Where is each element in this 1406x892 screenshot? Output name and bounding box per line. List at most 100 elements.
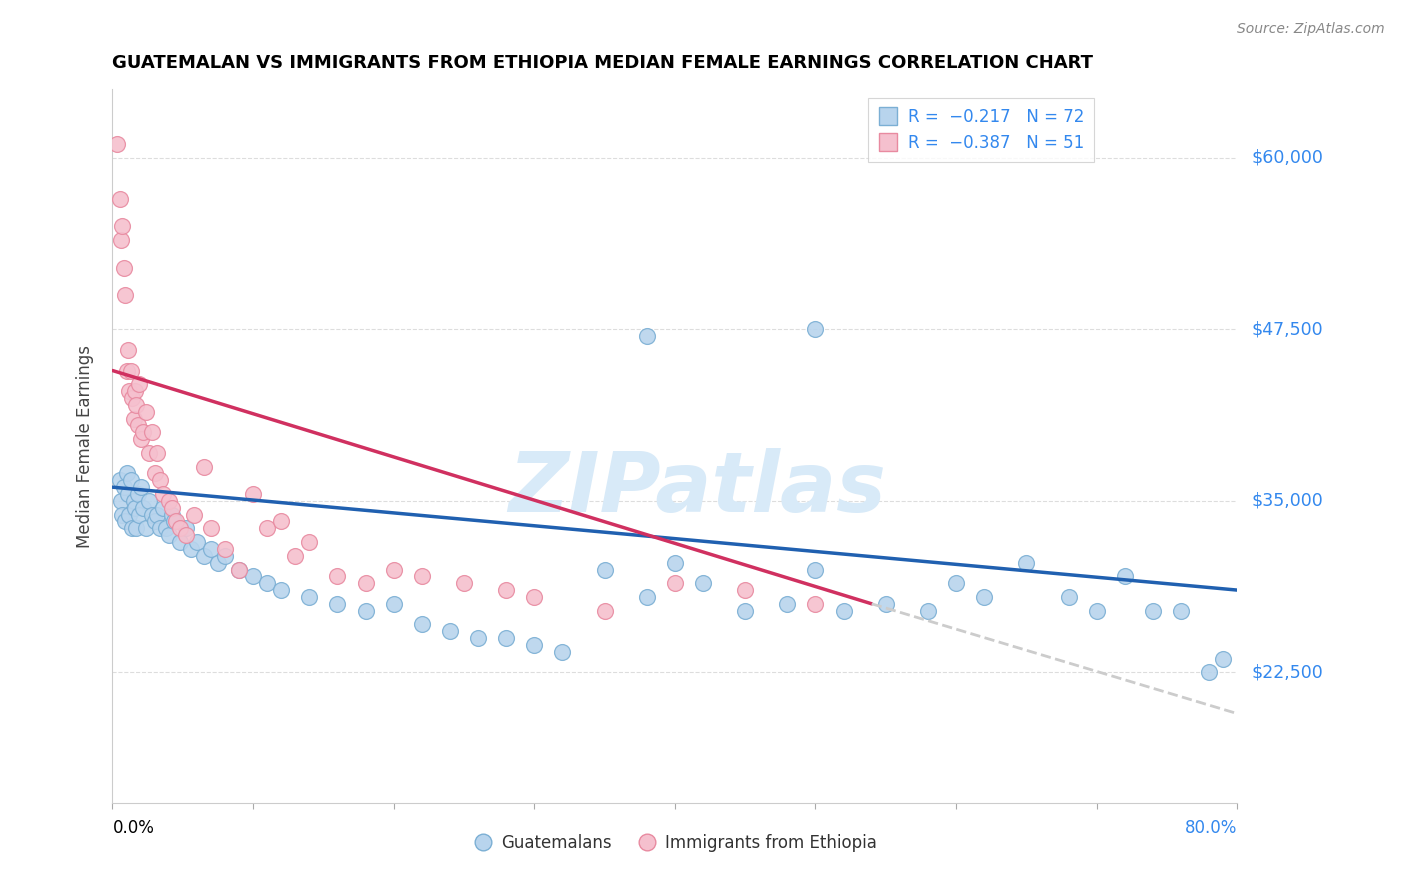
Point xyxy=(135,521,157,535)
Point xyxy=(160,500,183,515)
Point xyxy=(945,576,967,591)
Point xyxy=(118,384,141,398)
Point xyxy=(110,494,132,508)
Point xyxy=(155,521,177,535)
Point xyxy=(124,384,146,398)
Point xyxy=(439,624,461,639)
Point xyxy=(875,597,897,611)
Point xyxy=(200,541,222,556)
Point xyxy=(193,549,215,563)
Point xyxy=(146,446,169,460)
Point xyxy=(141,508,163,522)
Text: 0.0%: 0.0% xyxy=(112,820,155,838)
Point xyxy=(152,500,174,515)
Text: $35,000: $35,000 xyxy=(1251,491,1323,510)
Point xyxy=(122,494,145,508)
Point xyxy=(1085,604,1108,618)
Point xyxy=(636,329,658,343)
Point xyxy=(734,604,756,618)
Point xyxy=(495,583,517,598)
Point xyxy=(776,597,799,611)
Point xyxy=(200,521,222,535)
Point xyxy=(157,494,180,508)
Point xyxy=(117,487,139,501)
Point xyxy=(804,597,827,611)
Point xyxy=(551,645,574,659)
Point xyxy=(105,137,128,152)
Point xyxy=(1212,651,1234,665)
Legend: Guatemalans, Immigrants from Ethiopia: Guatemalans, Immigrants from Ethiopia xyxy=(467,828,883,859)
Point xyxy=(523,638,546,652)
Point xyxy=(692,576,714,591)
Point xyxy=(115,467,138,481)
Point xyxy=(214,549,236,563)
Point xyxy=(326,569,349,583)
Point xyxy=(127,418,149,433)
Text: $47,500: $47,500 xyxy=(1251,320,1323,338)
Point xyxy=(120,363,142,377)
Point xyxy=(183,508,205,522)
Point xyxy=(160,508,183,522)
Point xyxy=(973,590,995,604)
Point xyxy=(382,562,405,576)
Point xyxy=(121,391,143,405)
Text: $22,500: $22,500 xyxy=(1251,664,1323,681)
Text: Source: ZipAtlas.com: Source: ZipAtlas.com xyxy=(1237,22,1385,37)
Point xyxy=(1170,604,1192,618)
Point xyxy=(149,473,172,487)
Point xyxy=(917,604,939,618)
Point xyxy=(120,473,142,487)
Point xyxy=(382,597,405,611)
Point xyxy=(124,500,146,515)
Point xyxy=(108,473,131,487)
Point xyxy=(149,521,172,535)
Point xyxy=(804,322,827,336)
Point xyxy=(141,425,163,440)
Text: 80.0%: 80.0% xyxy=(1185,820,1237,838)
Point xyxy=(174,528,197,542)
Point xyxy=(270,515,292,529)
Point xyxy=(127,487,149,501)
Y-axis label: Median Female Earnings: Median Female Earnings xyxy=(76,344,94,548)
Point xyxy=(112,480,135,494)
Text: $60,000: $60,000 xyxy=(1251,149,1323,167)
Point xyxy=(129,480,152,494)
Point xyxy=(163,515,186,529)
Point xyxy=(326,597,349,611)
Point xyxy=(146,508,169,522)
Point xyxy=(298,590,321,604)
Point xyxy=(354,576,377,591)
Point xyxy=(129,432,152,446)
Point xyxy=(108,192,131,206)
Point xyxy=(165,515,187,529)
Point xyxy=(112,260,135,275)
Point xyxy=(186,535,208,549)
Point xyxy=(1057,590,1080,604)
Point xyxy=(143,515,166,529)
Point xyxy=(734,583,756,598)
Point xyxy=(207,556,229,570)
Point xyxy=(132,425,155,440)
Point xyxy=(1114,569,1136,583)
Point xyxy=(214,541,236,556)
Point xyxy=(152,487,174,501)
Point xyxy=(115,363,138,377)
Point xyxy=(664,556,686,570)
Point xyxy=(135,405,157,419)
Point xyxy=(593,562,616,576)
Point xyxy=(111,219,134,234)
Point xyxy=(523,590,546,604)
Text: ZIPatlas: ZIPatlas xyxy=(509,449,886,529)
Point xyxy=(593,604,616,618)
Point xyxy=(1142,604,1164,618)
Point xyxy=(110,233,132,247)
Point xyxy=(128,377,150,392)
Point xyxy=(128,508,150,522)
Point xyxy=(125,521,148,535)
Point xyxy=(453,576,475,591)
Point xyxy=(411,617,433,632)
Point xyxy=(138,446,160,460)
Point xyxy=(125,398,148,412)
Point xyxy=(121,521,143,535)
Point xyxy=(411,569,433,583)
